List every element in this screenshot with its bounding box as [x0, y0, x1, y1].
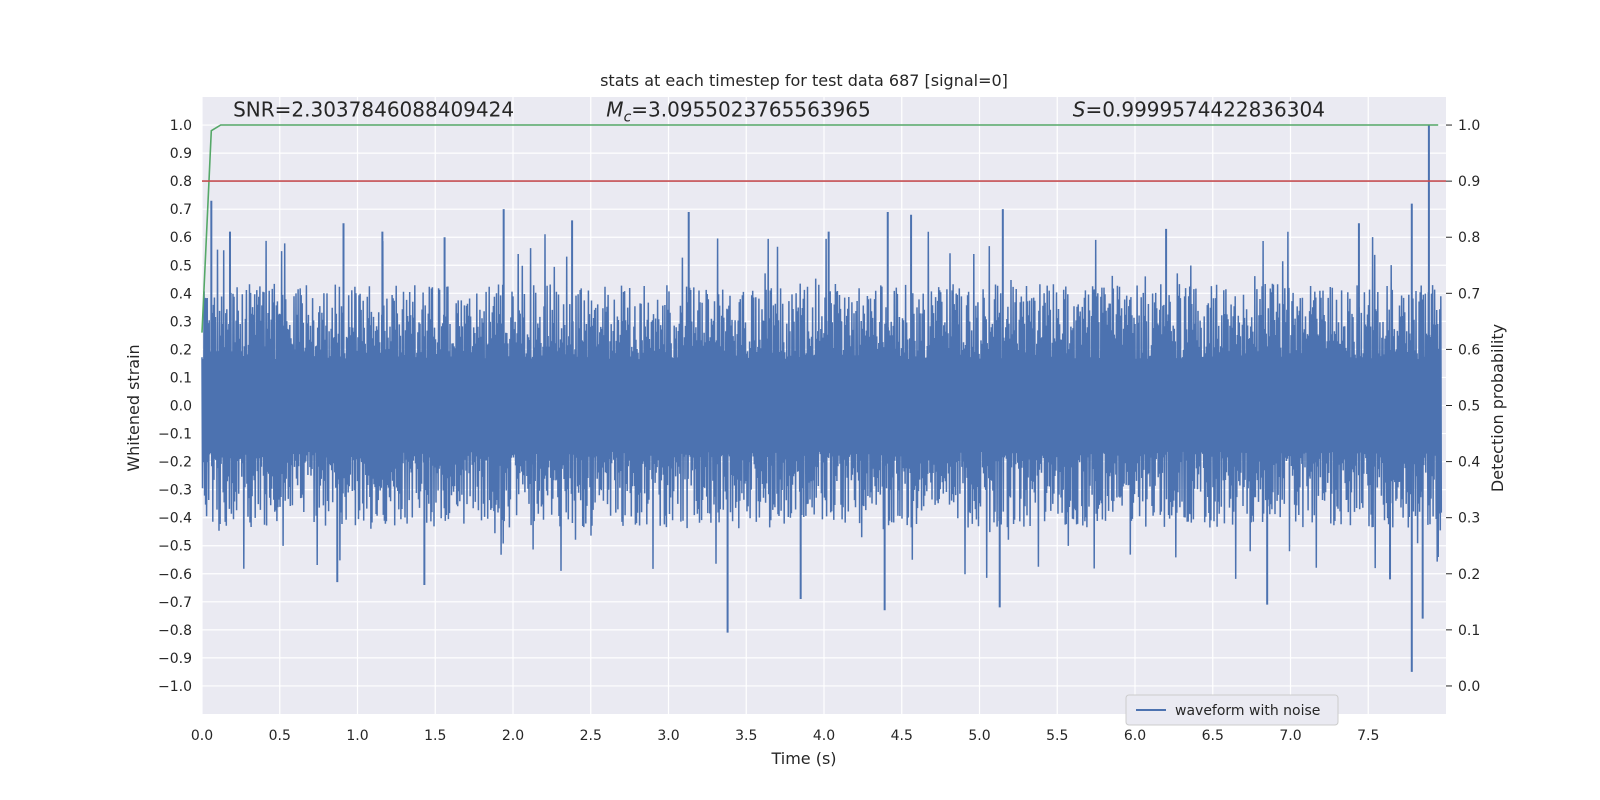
legend: waveform with noise — [1125, 694, 1339, 726]
y-axis-right: 0.0 0.1 0.2 0.3 0.4 0.5 0.6 0.7 0.8 0.9 1.0 — [1446, 118, 1480, 695]
annotations: SNR=2.3037846088409424 Mc=3.0955023765563… — [233, 98, 1325, 126]
y-tick-label: −0.4 — [158, 511, 192, 527]
y-tick-label: −0.2 — [158, 455, 192, 471]
y2-tick-label: 0.6 — [1458, 342, 1480, 358]
y-tick-label: −1.0 — [158, 679, 192, 695]
y-tick-label: 0.1 — [170, 370, 192, 386]
x-axis-label: Time (s) — [770, 749, 836, 768]
y-tick-label: −0.7 — [158, 595, 192, 611]
annotation-1: Mc=3.0955023765563965 — [606, 98, 870, 126]
y2-tick-label: 0.5 — [1458, 399, 1480, 415]
y2-axis-label: Detection probability — [1488, 324, 1507, 492]
probability-line — [201, 124, 1439, 333]
x-axis: 0.0 0.5 1.0 1.5 2.0 2.5 3.0 3.5 4.0 4.5 5.0 5.5 6.0 6… — [191, 728, 1380, 744]
y2-tick-label: 0.2 — [1458, 567, 1480, 583]
y-tick-label: 0.4 — [170, 286, 192, 302]
y-tick-label: −0.8 — [158, 623, 192, 639]
x-tick-label: 6.5 — [1202, 728, 1224, 744]
x-tick-label: 7.5 — [1357, 728, 1379, 744]
y2-tick-label: 0.9 — [1458, 174, 1480, 190]
y2-tick-label: 0.4 — [1458, 455, 1480, 471]
y2-tick-label: 1.0 — [1458, 118, 1480, 134]
x-tick-label: 3.0 — [657, 728, 679, 744]
y-tick-label: 0.3 — [170, 314, 192, 330]
y-tick-label: 0.0 — [170, 399, 192, 415]
annotation-0: SNR=2.3037846088409424 — [233, 98, 514, 122]
waveform-dense-band — [202, 359, 1442, 452]
y-tick-label: 0.7 — [170, 202, 192, 218]
y-axis-left: −1.0 −0.9 −0.8 −0.7 −0.6 −0.5 −0.4 −0.3 −0.2 −0.1… — [158, 118, 192, 695]
x-tick-label: 1.5 — [424, 728, 446, 744]
y-tick-label: 1.0 — [170, 118, 192, 134]
y2-tick-label: 0.1 — [1458, 623, 1480, 639]
y-axis-label: Whitened strain — [124, 344, 143, 471]
y-tick-label: −0.6 — [158, 567, 192, 583]
x-tick-label: 0.0 — [191, 728, 213, 744]
y-tick-label: −0.5 — [158, 539, 192, 555]
series-probability — [201, 124, 1446, 333]
y-tick-label: 0.9 — [170, 146, 192, 162]
y-tick-label: 0.5 — [170, 258, 192, 274]
annotation-2: S=0.9999574422836304 — [1073, 98, 1325, 122]
x-tick-label: 5.0 — [968, 728, 990, 744]
x-tick-label: 5.5 — [1046, 728, 1068, 744]
y-tick-label: 0.6 — [170, 230, 192, 246]
legend-label-waveform: waveform with noise — [1175, 703, 1320, 719]
chart-title: stats at each timestep for test data 687… — [600, 71, 1008, 90]
legend-box — [1125, 694, 1339, 726]
y2-tick-label: 0.8 — [1458, 230, 1480, 246]
x-tick-label: 2.5 — [580, 728, 602, 744]
x-tick-label: 3.5 — [735, 728, 757, 744]
y2-tick-label: 0.0 — [1458, 679, 1480, 695]
y-tick-label: −0.1 — [158, 427, 192, 443]
x-tick-label: 2.0 — [502, 728, 524, 744]
x-tick-label: 4.5 — [891, 728, 913, 744]
y2-tick-label: 0.7 — [1458, 286, 1480, 302]
y-tick-label: −0.3 — [158, 483, 192, 499]
y2-tick-label: 0.3 — [1458, 511, 1480, 527]
y-tick-label: 0.8 — [170, 174, 192, 190]
x-tick-label: 7.0 — [1279, 728, 1301, 744]
x-tick-label: 6.0 — [1124, 728, 1146, 744]
x-tick-label: 0.5 — [269, 728, 291, 744]
y-tick-label: −0.9 — [158, 651, 192, 667]
series-waveform — [201, 125, 1443, 672]
y-tick-label: 0.2 — [170, 342, 192, 358]
x-tick-label: 1.0 — [346, 728, 368, 744]
x-tick-label: 4.0 — [813, 728, 835, 744]
